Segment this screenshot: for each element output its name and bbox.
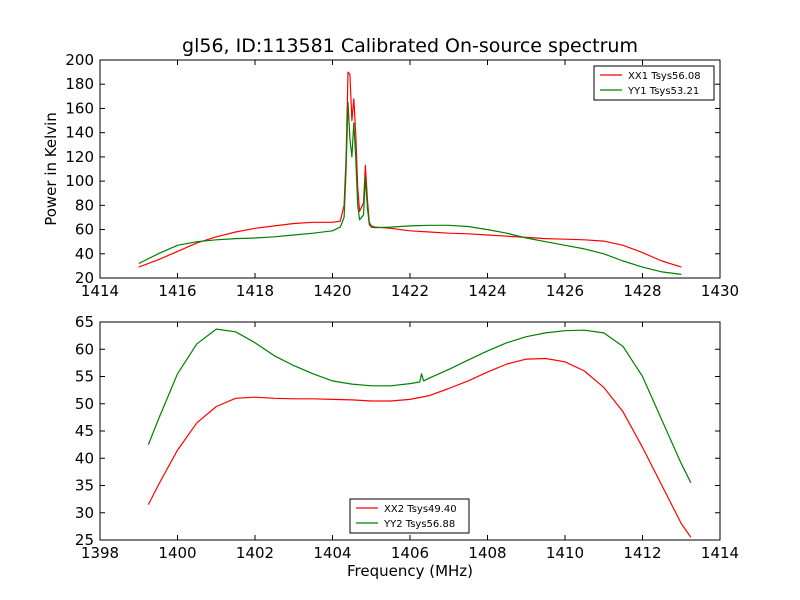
bottom-series-line-2 — [147, 328, 692, 484]
bottom-y-tick-label: 55 — [75, 368, 94, 386]
bottom-legend-box — [349, 498, 470, 534]
bottom-y-tick-label: 25 — [75, 531, 94, 549]
top-plot: 1414 1416 1418 1420 1422 1424 1426 1428 1430 20 40… — [42, 51, 739, 300]
bottom-x-tick-label: 1404 — [313, 544, 351, 562]
top-y-tick-label: 200 — [65, 51, 94, 69]
top-x-tick-label: 1416 — [158, 282, 196, 300]
bottom-x-tick-label: 1408 — [468, 544, 506, 562]
bottom-series-line-1 — [147, 357, 692, 538]
bottom-x-tick-label: 1398 — [81, 544, 119, 562]
top-legend-box — [593, 65, 715, 101]
top-series-line-2 — [138, 101, 682, 275]
bottom-y-tick-label: 45 — [75, 422, 94, 440]
bottom-y-tick-label: 65 — [75, 313, 94, 331]
top-series-line-1 — [138, 71, 682, 268]
top-y-tick-label: 60 — [75, 221, 94, 239]
bottom-x-tick-label: 1414 — [701, 544, 739, 562]
bottom-legend-label: XX2 Tsys49.40 — [384, 504, 457, 515]
bottom-x-tick-label: 1406 — [391, 544, 429, 562]
top-y-tick-label: 20 — [75, 269, 94, 287]
top-x-tick-label: 1424 — [468, 282, 506, 300]
bottom-plot: 1398 1400 1402 1404 1406 1408 1410 1412 1414 25 30… — [75, 313, 739, 580]
top-x-tick-label: 1426 — [546, 282, 584, 300]
top-y-tick-label: 140 — [65, 124, 94, 142]
bottom-legend: XX2 Tsys49.40 YY2 Tsys56.88 — [349, 498, 470, 534]
top-x-tick-label: 1414 — [81, 282, 119, 300]
top-x-tick-label: 1418 — [236, 282, 274, 300]
top-legend: XX1 Tsys56.08 YY1 Tsys53.21 — [593, 65, 715, 101]
top-x-tick-label: 1430 — [701, 282, 739, 300]
top-x-tick-label: 1422 — [391, 282, 429, 300]
bottom-y-tick-label: 30 — [75, 504, 94, 522]
bottom-x-tick-label: 1412 — [623, 544, 661, 562]
top-y-axis-label: Power in Kelvin — [42, 112, 60, 226]
top-y-tick-label: 80 — [75, 196, 94, 214]
bottom-x-tick-label: 1400 — [158, 544, 196, 562]
bottom-y-tick-label: 60 — [75, 340, 94, 358]
bottom-x-tick-label: 1410 — [546, 544, 584, 562]
bottom-y-tick-label: 50 — [75, 395, 94, 413]
bottom-y-tick-label: 40 — [75, 449, 94, 467]
top-x-tick-label: 1420 — [313, 282, 351, 300]
top-legend-label: XX1 Tsys56.08 — [628, 71, 701, 82]
bottom-legend-label: YY2 Tsys56.88 — [383, 519, 455, 530]
top-y-tick-label: 180 — [65, 75, 94, 93]
chart-title: gl56, ID:113581 Calibrated On-source spe… — [182, 35, 638, 57]
top-x-tick-label: 1428 — [623, 282, 661, 300]
bottom-y-tick-label: 35 — [75, 477, 94, 495]
top-y-tick-label: 160 — [65, 99, 94, 117]
top-y-tick-label: 40 — [75, 245, 94, 263]
top-y-tick-label: 120 — [65, 148, 94, 166]
top-y-tick-label: 100 — [65, 172, 94, 190]
top-legend-label: YY1 Tsys53.21 — [627, 86, 699, 97]
bottom-x-axis-label: Frequency (MHz) — [347, 562, 473, 580]
bottom-x-tick-label: 1402 — [236, 544, 274, 562]
